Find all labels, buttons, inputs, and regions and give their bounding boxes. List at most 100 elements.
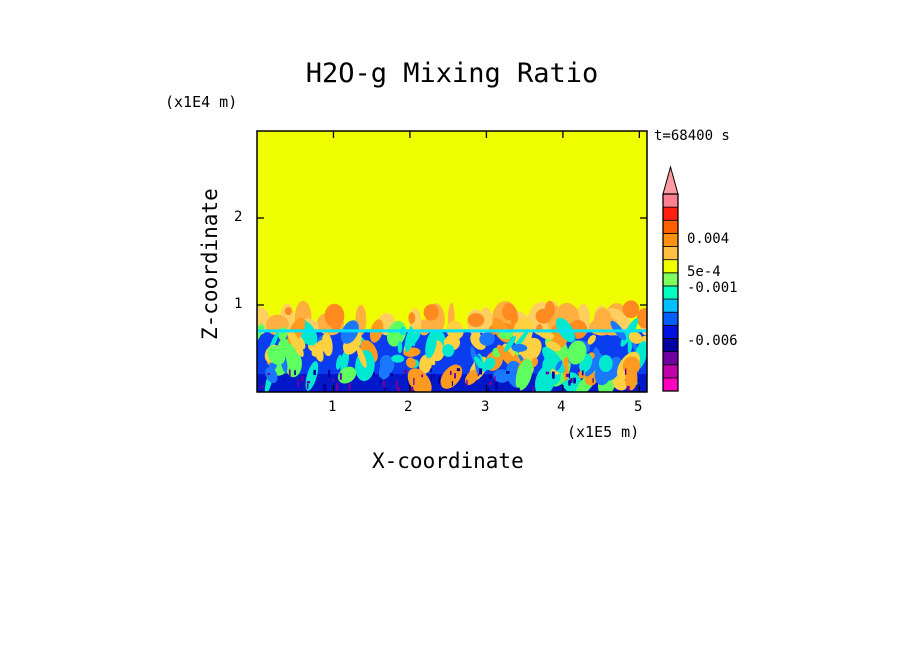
surface-speckle [433, 373, 435, 379]
colorbar-segment [662, 311, 679, 326]
eddy [313, 342, 324, 362]
surface-speckle [261, 385, 264, 389]
surface-speckle [494, 376, 496, 382]
surface-speckle [488, 375, 492, 379]
surface-speckle [267, 373, 271, 376]
eddy [407, 368, 432, 392]
surface-speckle [578, 368, 580, 373]
surface-speckle [403, 369, 407, 374]
surface-speckle [626, 385, 630, 391]
colorbar-extend-arrow [662, 165, 679, 195]
surface-speckle [637, 379, 639, 384]
surface-speckle [421, 374, 424, 378]
colorbar-label-neg0006: -0.006 [687, 333, 738, 349]
moist-core [331, 316, 341, 332]
surface-speckle [488, 382, 493, 386]
x-tick-label-4: 4 [557, 399, 566, 415]
eddy [305, 361, 319, 391]
surface-speckle [456, 368, 460, 372]
surface-speckle [383, 387, 387, 392]
eddy [397, 341, 403, 354]
mixing-ratio-field [257, 300, 647, 392]
eddy [379, 355, 395, 373]
eddy [356, 345, 367, 368]
x-axis-ticks [332, 131, 641, 392]
moist-plume [593, 307, 613, 336]
colorbar [662, 165, 679, 392]
z-tick-label-2: 2 [234, 209, 243, 225]
surface-speckle [335, 382, 339, 391]
colorbar-segment [662, 232, 679, 247]
moist-core [636, 308, 647, 329]
x-tick-label-5: 5 [634, 399, 643, 415]
moist-core [408, 312, 416, 324]
surface-speckle [551, 371, 555, 379]
surface-speckle [532, 386, 535, 392]
eddy [425, 330, 437, 359]
eddy [267, 345, 286, 365]
colorbar-segment [662, 298, 679, 313]
surface-speckle [288, 369, 291, 377]
surface-speckle [454, 373, 456, 379]
surface-speckle [396, 387, 401, 392]
eddy [406, 331, 421, 348]
colorbar-segment [662, 193, 679, 208]
eddy [483, 357, 496, 371]
surface-speckle [592, 378, 594, 383]
surface-speckle [487, 387, 490, 392]
surface-speckle [430, 373, 432, 382]
surface-speckle [479, 368, 483, 375]
colorbar-segment [662, 285, 679, 300]
surface-speckle [322, 384, 327, 392]
surface-speckle [466, 379, 468, 387]
surface-speckle [306, 381, 311, 384]
colorbar-label-neg0001: -0.001 [687, 280, 738, 296]
eddy [537, 330, 555, 340]
eddy [534, 364, 556, 392]
surface-speckle [297, 379, 299, 388]
inversion-band [257, 329, 647, 333]
surface-speckle [570, 378, 573, 383]
eddy [625, 367, 638, 391]
surface-speckle [283, 378, 285, 382]
z-axis-label: Z-coordinate [198, 188, 222, 340]
surface-speckle [294, 370, 296, 376]
plot-frame [256, 130, 648, 393]
eddy [337, 366, 357, 384]
eddy [265, 366, 278, 384]
surface-speckle [306, 383, 309, 389]
colorbar-label-5e-4: 5e-4 [687, 264, 721, 280]
colorbar-segment [662, 324, 679, 339]
surface-speckle [581, 370, 584, 376]
surface-speckle [410, 386, 414, 392]
surface-speckle [313, 369, 316, 376]
surface-speckle [517, 387, 520, 392]
eddy [511, 343, 528, 352]
surface-speckle [413, 378, 415, 385]
moist-core [423, 304, 439, 321]
moist-core [622, 300, 640, 319]
eddy [321, 332, 333, 357]
colorbar-segment [662, 272, 679, 287]
eddy [612, 377, 628, 391]
surface-speckle [506, 371, 510, 374]
colorbar-segment [662, 351, 679, 366]
eddy [287, 358, 299, 370]
eddy [465, 369, 479, 385]
colorbar-segment [662, 246, 679, 261]
surface-speckle [451, 381, 453, 386]
eddy [567, 340, 587, 365]
surface-speckle [382, 380, 386, 388]
surface-speckle [566, 373, 569, 378]
x-tick-label-3: 3 [481, 399, 490, 415]
surface-speckle [389, 372, 394, 376]
x-tick-label-2: 2 [404, 399, 413, 415]
colorbar-segment [662, 364, 679, 379]
surface-speckle [380, 377, 382, 384]
eddy [628, 331, 643, 344]
surface-speckle [327, 369, 331, 378]
surface-speckle [545, 371, 549, 375]
eddy [405, 357, 416, 369]
surface-speckle [430, 368, 433, 372]
